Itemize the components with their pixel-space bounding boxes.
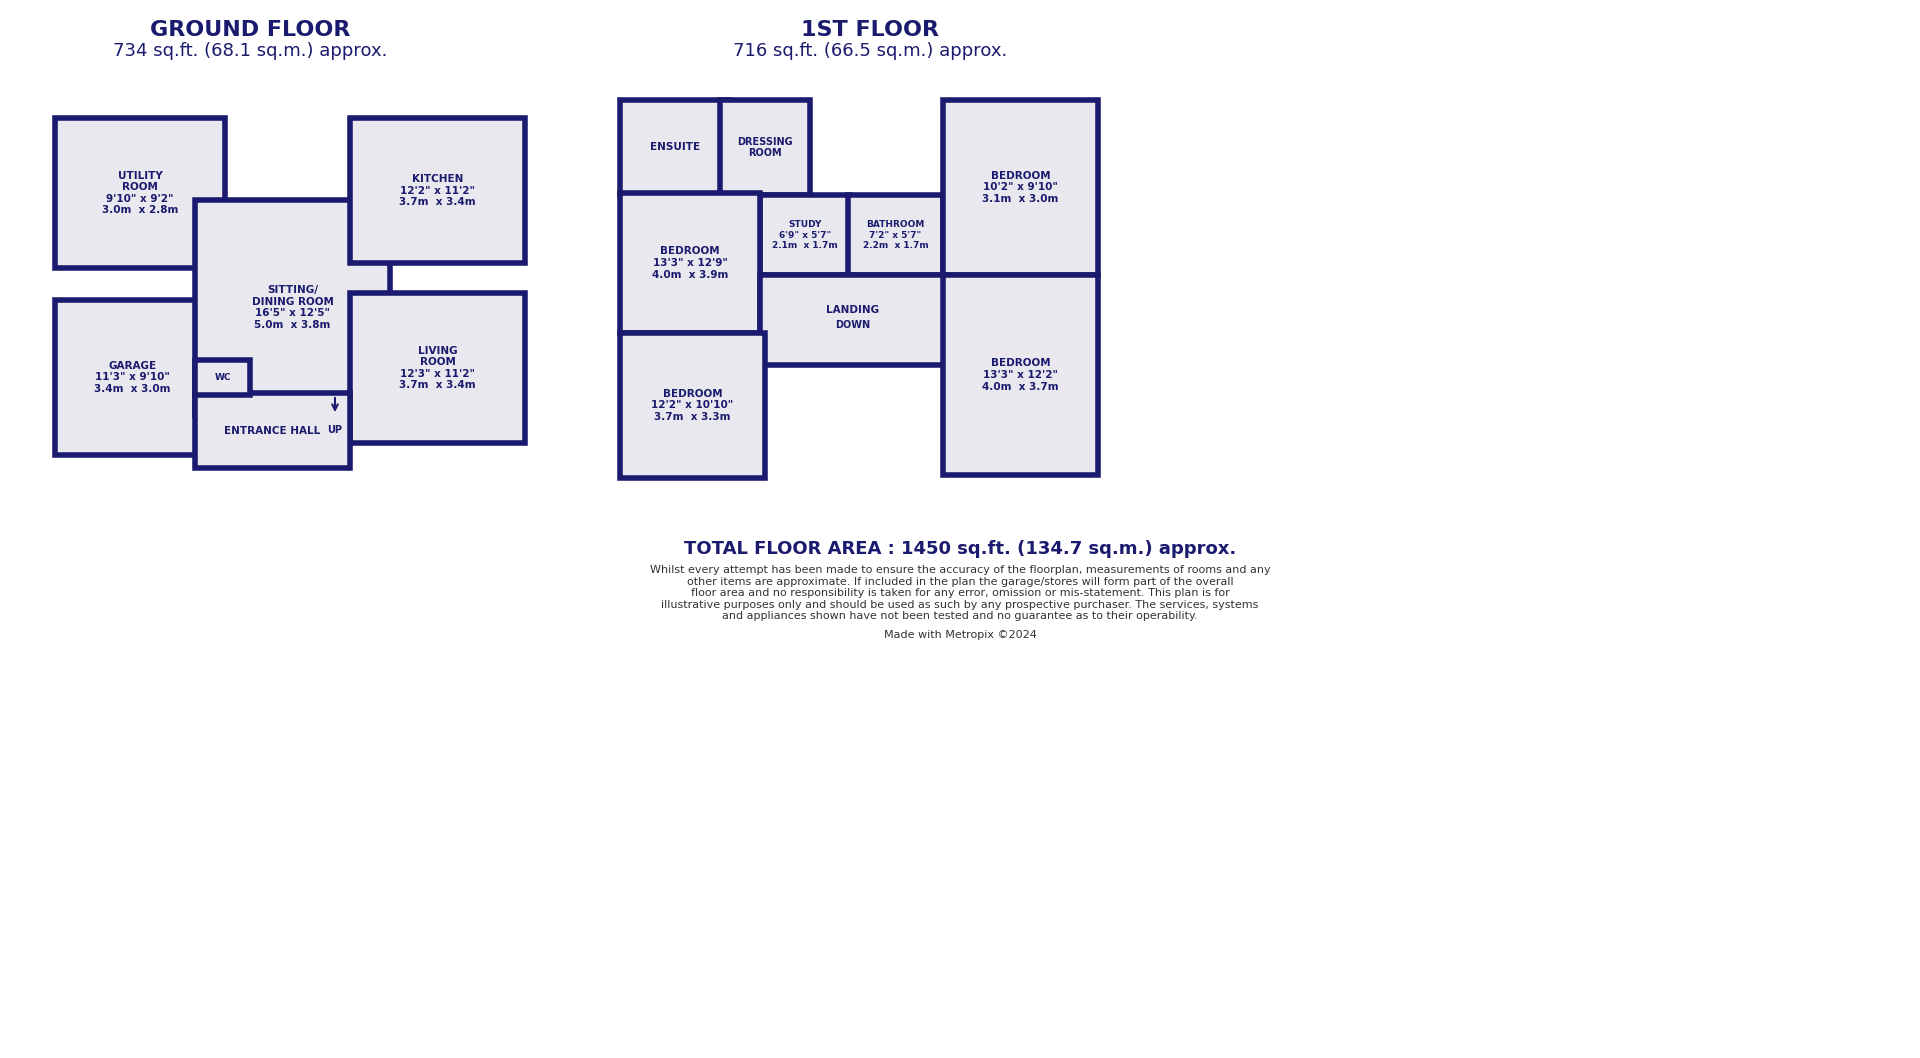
Text: WC: WC	[215, 373, 230, 382]
Bar	[56, 300, 209, 455]
Text: BEDROOM
10'2" x 9'10"
3.1m  x 3.0m: BEDROOM 10'2" x 9'10" 3.1m x 3.0m	[983, 171, 1058, 204]
Text: LANDING: LANDING	[826, 305, 879, 315]
Bar	[760, 275, 945, 365]
Text: TOTAL FLOOR AREA : 1450 sq.ft. (134.7 sq.m.) approx.: TOTAL FLOOR AREA : 1450 sq.ft. (134.7 sq…	[684, 540, 1236, 558]
Bar	[620, 101, 730, 195]
Text: STUDY
6'9" x 5'7"
2.1m  x 1.7m: STUDY 6'9" x 5'7" 2.1m x 1.7m	[772, 220, 837, 250]
Text: LIVING
ROOM
12'3" x 11'2"
3.7m  x 3.4m: LIVING ROOM 12'3" x 11'2" 3.7m x 3.4m	[399, 346, 476, 390]
Bar	[760, 195, 851, 275]
Text: Whilst every attempt has been made to ensure the accuracy of the floorplan, meas: Whilst every attempt has been made to en…	[649, 565, 1271, 621]
Text: BEDROOM
13'3" x 12'9"
4.0m  x 3.9m: BEDROOM 13'3" x 12'9" 4.0m x 3.9m	[651, 247, 728, 279]
Text: UP: UP	[328, 425, 342, 435]
Text: GROUND FLOOR: GROUND FLOOR	[150, 20, 349, 40]
Text: Made with Metropix ©2024: Made with Metropix ©2024	[883, 630, 1037, 640]
Text: ENSUITE: ENSUITE	[651, 143, 701, 152]
Text: BEDROOM
13'3" x 12'2"
4.0m  x 3.7m: BEDROOM 13'3" x 12'2" 4.0m x 3.7m	[983, 359, 1058, 391]
Text: BEDROOM
12'2" x 10'10"
3.7m  x 3.3m: BEDROOM 12'2" x 10'10" 3.7m x 3.3m	[651, 389, 733, 422]
Bar	[620, 333, 764, 478]
Text: SITTING/
DINING ROOM
16'5" x 12'5"
5.0m  x 3.8m: SITTING/ DINING ROOM 16'5" x 12'5" 5.0m …	[252, 285, 334, 330]
Bar	[849, 195, 943, 275]
Bar	[349, 293, 524, 443]
Text: BATHROOM
7'2" x 5'7"
2.2m  x 1.7m: BATHROOM 7'2" x 5'7" 2.2m x 1.7m	[862, 220, 929, 250]
Text: KITCHEN
12'2" x 11'2"
3.7m  x 3.4m: KITCHEN 12'2" x 11'2" 3.7m x 3.4m	[399, 174, 476, 207]
Text: 716 sq.ft. (66.5 sq.m.) approx.: 716 sq.ft. (66.5 sq.m.) approx.	[733, 42, 1008, 60]
Bar	[943, 101, 1098, 275]
Bar	[56, 118, 225, 268]
Bar	[620, 193, 760, 333]
Text: GARAGE
11'3" x 9'10"
3.4m  x 3.0m: GARAGE 11'3" x 9'10" 3.4m x 3.0m	[94, 361, 171, 394]
Bar	[196, 393, 349, 468]
Text: UTILITY
ROOM
9'10" x 9'2"
3.0m  x 2.8m: UTILITY ROOM 9'10" x 9'2" 3.0m x 2.8m	[102, 170, 179, 216]
Text: 734 sq.ft. (68.1 sq.m.) approx.: 734 sq.ft. (68.1 sq.m.) approx.	[113, 42, 388, 60]
Bar	[720, 101, 810, 195]
Bar	[943, 275, 1098, 475]
Text: DRESSING
ROOM: DRESSING ROOM	[737, 136, 793, 159]
Bar	[349, 118, 524, 263]
Text: ENTRANCE HALL: ENTRANCE HALL	[225, 425, 321, 436]
Text: 1ST FLOOR: 1ST FLOOR	[801, 20, 939, 40]
Bar	[196, 200, 390, 415]
Text: DOWN: DOWN	[835, 320, 870, 330]
Bar	[196, 360, 250, 395]
